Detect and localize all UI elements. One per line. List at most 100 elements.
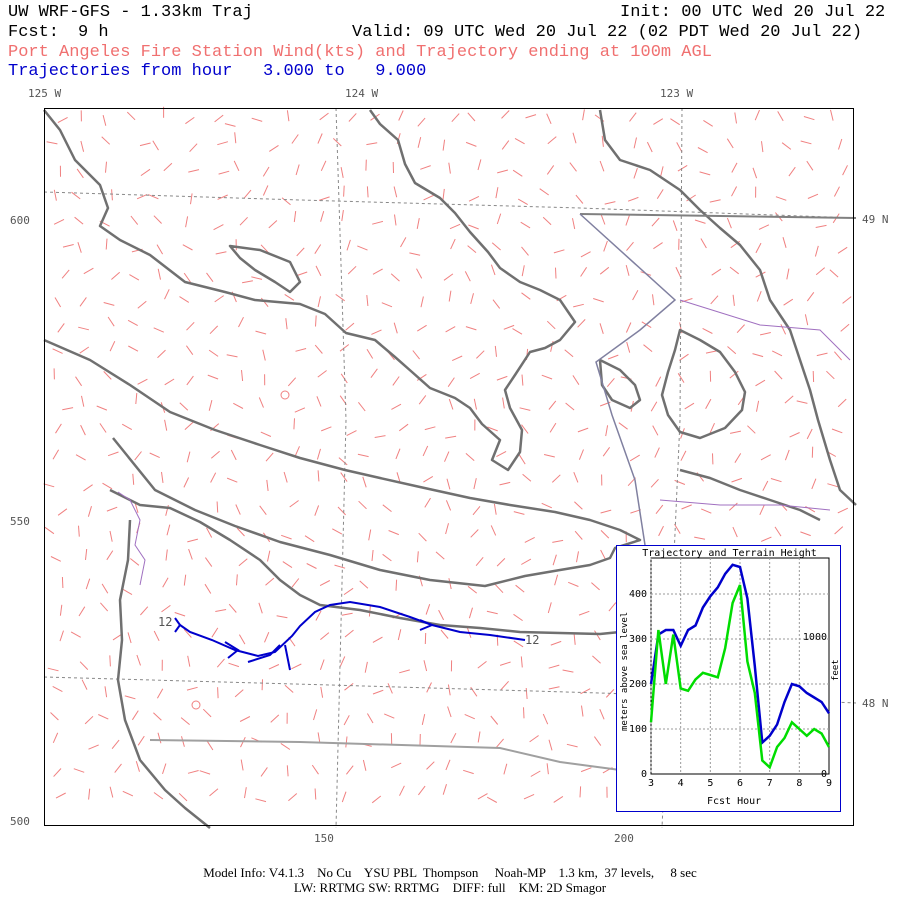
- wind-barb: [285, 318, 288, 330]
- wind-barb: [262, 166, 270, 177]
- wind-barb: [366, 348, 374, 359]
- wind-barb: [340, 472, 348, 482]
- wind-barb: [398, 423, 409, 432]
- wind-barb: [234, 132, 237, 144]
- wind-barb: [178, 792, 188, 802]
- wind-barb: [487, 426, 498, 432]
- wind-barb: [179, 296, 190, 303]
- wind-barb: [674, 523, 681, 534]
- wind-barb: [87, 506, 92, 517]
- wind-barb: [164, 289, 170, 300]
- wind-barb: [239, 216, 248, 226]
- wind-barb: [394, 214, 397, 226]
- wind-barb: [729, 266, 740, 275]
- wind-barb: [777, 111, 784, 122]
- wind-barb: [581, 705, 584, 717]
- wind-barb: [317, 133, 323, 144]
- wind-barb: [341, 210, 344, 222]
- wind-barb: [601, 135, 604, 147]
- wind-barb: [332, 528, 343, 535]
- wind-barb: [255, 330, 267, 335]
- wind-barb: [289, 500, 299, 508]
- wind-barb: [343, 587, 354, 596]
- wind-barb: [101, 583, 109, 594]
- wind-barb: [317, 296, 321, 308]
- wind-barb: [186, 321, 195, 331]
- wind-barb: [395, 579, 398, 591]
- wind-barb: [467, 585, 478, 594]
- wind-barb: [608, 602, 617, 612]
- wind-barb: [548, 400, 557, 410]
- wind-barb: [346, 765, 354, 775]
- wind-barb: [228, 603, 237, 613]
- wind-barb: [422, 445, 429, 457]
- wind-barb: [774, 370, 783, 380]
- wind-barb: [317, 370, 327, 378]
- wind-barb: [473, 478, 477, 490]
- wind-barb: [59, 604, 63, 616]
- wind-barb: [296, 271, 308, 277]
- wind-barb: [52, 449, 60, 460]
- wind-barb: [100, 602, 109, 612]
- wind-barb: [315, 265, 322, 277]
- wind-barb: [188, 548, 193, 560]
- wind-barb: [520, 656, 523, 668]
- x-tick-label: 200: [614, 832, 634, 845]
- wind-barb: [600, 214, 606, 225]
- wind-barb: [600, 530, 610, 539]
- inset-title: Trajectory and Terrain Height: [642, 548, 817, 559]
- wind-barb: [464, 271, 471, 282]
- wind-barb: [450, 732, 457, 744]
- wind-barb: [783, 298, 794, 306]
- wind-barb: [265, 577, 275, 586]
- wind-barb: [199, 770, 211, 775]
- inset-x-tick: 4: [678, 778, 684, 789]
- wind-barb: [465, 141, 477, 147]
- wind-barb: [357, 245, 368, 251]
- wind-barb: [372, 689, 384, 695]
- wind-barb: [418, 785, 426, 796]
- wind-barb: [760, 454, 771, 461]
- wind-barb: [136, 193, 148, 200]
- wind-barb: [186, 686, 198, 691]
- wind-barb: [216, 658, 225, 668]
- wind-barb: [486, 610, 498, 615]
- wind-barb: [551, 474, 561, 483]
- wind-barb: [258, 602, 263, 614]
- wind-barb: [703, 119, 713, 127]
- wind-barb: [417, 324, 427, 332]
- wind-barb: [161, 604, 171, 613]
- wind-barb: [599, 709, 605, 720]
- wind-barb: [448, 398, 454, 410]
- wind-barb: [183, 477, 190, 488]
- wind-barb: [320, 160, 327, 172]
- wind-barb: [465, 326, 477, 331]
- wind-barb: [264, 632, 270, 643]
- wind-barb: [451, 355, 463, 362]
- wind-barb: [368, 529, 372, 541]
- wind-barb: [546, 763, 549, 775]
- wind-barb: [517, 198, 528, 206]
- wind-barb: [512, 169, 523, 177]
- wind-barb: [339, 656, 346, 667]
- wind-barb: [188, 169, 200, 173]
- wind-barb: [209, 325, 219, 335]
- wind-barb: [109, 655, 111, 667]
- wind-barb: [731, 477, 743, 483]
- wind-barb: [467, 112, 476, 122]
- wind-barb: [137, 735, 145, 746]
- wind-barb: [366, 142, 378, 146]
- lon-label: 123 W: [660, 87, 694, 100]
- wind-barb: [475, 556, 484, 567]
- wind-barb: [52, 685, 63, 693]
- wind-barb: [280, 742, 291, 750]
- wind-barb: [52, 348, 63, 354]
- wind-barb: [129, 274, 140, 281]
- wind-barb: [208, 399, 213, 411]
- wind-barb: [265, 452, 274, 462]
- wind-barb: [260, 244, 269, 254]
- wind-barb: [758, 224, 770, 230]
- wind-barb: [251, 117, 263, 122]
- trajectory-path: [174, 600, 526, 671]
- wind-barb: [50, 556, 62, 562]
